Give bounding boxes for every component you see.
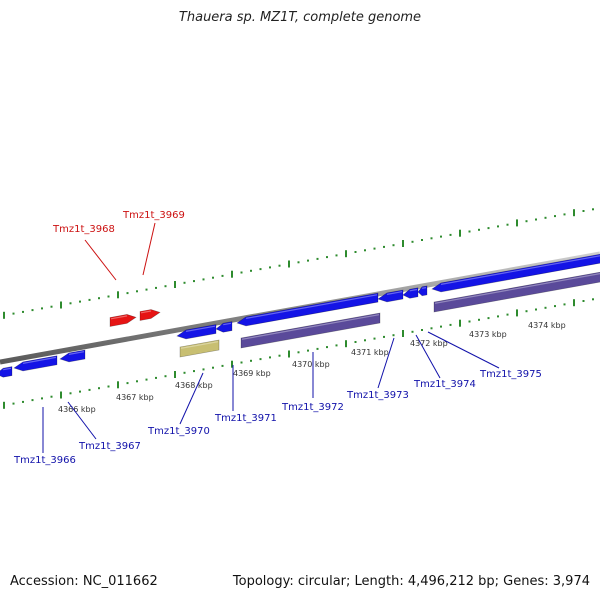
reverse-gene-arrow-highlight [3,367,12,371]
gene-label-tmz1t-3969[interactable]: Tmz1t_3969 [122,210,185,221]
gene-label-connector [377,337,395,389]
topology-summary: Topology: circular; Length: 4,496,212 bp… [232,574,590,589]
misc-feature-box-highlight [180,341,219,349]
reverse-gene-arrow[interactable] [431,253,600,293]
forward-strand-ticks [3,208,594,319]
genome-title: Thauera sp. MZ1T, complete genome [178,10,422,25]
reverse-gene-arrow[interactable] [377,289,404,303]
gene-label-connector [427,331,500,369]
gene-label-connector [84,239,117,281]
reverse-gene-arrow-highlight [245,294,378,319]
gene-label-connector [179,372,204,425]
reverse-gene-arrow[interactable] [13,355,58,372]
cds-feature-box-highlight [434,273,600,304]
kbp-label: 4373 kbp [469,330,507,339]
cds-feature-box[interactable] [240,312,381,349]
reverse-gene-arrow-highlight [223,322,232,326]
gene-label-tmz1t-3974[interactable]: Tmz1t_3974 [413,379,476,390]
gene-label-tmz1t-3975[interactable]: Tmz1t_3975 [479,369,542,380]
reverse-gene-arrow[interactable] [402,287,419,299]
reverse-gene-arrow[interactable] [176,324,217,340]
kbp-label: 4371 kbp [351,348,389,357]
gene-label-connector [142,222,156,276]
reverse-gene-arrow[interactable] [417,285,428,297]
reverse-gene-arrow-highlight [22,356,57,364]
forward-gene-arrow[interactable] [109,314,137,327]
gene-label-connector [67,401,97,440]
reverse-gene-arrow-highlight [185,325,216,332]
reverse-gene-arrow-highlight [68,351,85,355]
kbp-label: 4370 kbp [292,360,330,369]
forward-gene-arrow-highlight [110,315,128,320]
gene-label-tmz1t-3972[interactable]: Tmz1t_3972 [281,402,344,413]
kbp-label: 4369 kbp [233,369,271,378]
reverse-strand-ticks [3,298,594,409]
gene-label-tmz1t-3967[interactable]: Tmz1t_3967 [78,441,141,452]
reverse-gene-arrow[interactable] [236,292,379,327]
reverse-gene-arrow-highlight [409,288,418,292]
accession-label: Accession: NC_011662 [10,574,158,589]
reverse-gene-arrow[interactable] [0,366,13,378]
kbp-label: 4368 kbp [175,381,213,390]
kbp-label: 4372 kbp [410,339,448,348]
gene-label-connector [415,334,441,379]
kbp-label: 4366 kbp [58,405,96,414]
cds-feature-box[interactable] [433,271,600,313]
feature-tracks [0,253,600,378]
kbp-scale-labels: 4366 kbp 4367 kbp 4368 kbp 4369 kbp 4370 kbp… [58,321,566,414]
gene-label-tmz1t-3968[interactable]: Tmz1t_3968 [52,224,115,235]
forward-gene-arrow-highlight [140,310,152,314]
reverse-gene-arrow-highlight [440,255,600,285]
gene-label-tmz1t-3973[interactable]: Tmz1t_3973 [346,390,409,401]
reverse-gene-arrow-highlight [421,287,427,289]
reverse-gene-arrow-highlight [386,291,403,295]
reverse-gene-arrow[interactable] [215,321,233,333]
gene-label-tmz1t-3966[interactable]: Tmz1t_3966 [13,455,76,466]
cds-feature-box-highlight [241,314,380,340]
gene-label-tmz1t-3970[interactable]: Tmz1t_3970 [147,426,210,437]
forward-gene-arrow[interactable] [139,309,161,321]
reverse-gene-arrow[interactable] [59,349,86,363]
gene-label-tmz1t-3971[interactable]: Tmz1t_3971 [214,413,277,424]
kbp-label: 4367 kbp [116,393,154,402]
kbp-label: 4374 kbp [528,321,566,330]
misc-feature-box[interactable] [179,339,220,358]
